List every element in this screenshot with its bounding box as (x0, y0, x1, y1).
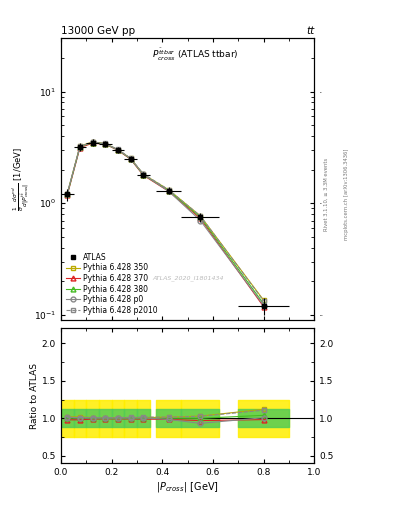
Text: $P^{\bar{t}tbar}_{cross}$ (ATLAS ttbar): $P^{\bar{t}tbar}_{cross}$ (ATLAS ttbar) (152, 47, 239, 63)
Pythia 6.428 380 (103, 141, 108, 147)
Pythia 6.428 350 (166, 187, 171, 193)
Pythia 6.428 p0 (116, 147, 120, 153)
Pythia 6.428 370 (65, 192, 70, 198)
Pythia 6.428 380 (116, 147, 120, 153)
Pythia 6.428 p0 (128, 156, 133, 162)
Pythia 6.428 p0 (198, 218, 203, 224)
Y-axis label: Ratio to ATLAS: Ratio to ATLAS (30, 363, 39, 429)
Pythia 6.428 350 (116, 146, 120, 153)
Pythia 6.428 p2010 (261, 298, 266, 304)
Pythia 6.428 p0 (141, 172, 146, 178)
Legend: ATLAS, Pythia 6.428 350, Pythia 6.428 370, Pythia 6.428 380, Pythia 6.428 p0, Py: ATLAS, Pythia 6.428 350, Pythia 6.428 37… (65, 251, 159, 316)
Pythia 6.428 370 (261, 304, 266, 310)
Pythia 6.428 370 (166, 188, 171, 195)
Pythia 6.428 p2010 (65, 191, 70, 197)
Pythia 6.428 370 (116, 147, 120, 154)
Pythia 6.428 350 (128, 155, 133, 161)
Line: Pythia 6.428 350: Pythia 6.428 350 (65, 139, 266, 303)
Pythia 6.428 380 (198, 214, 203, 220)
Line: Pythia 6.428 380: Pythia 6.428 380 (65, 140, 266, 306)
Pythia 6.428 350 (141, 171, 146, 177)
Line: Pythia 6.428 370: Pythia 6.428 370 (65, 141, 266, 309)
Pythia 6.428 p2010 (77, 143, 82, 150)
Pythia 6.428 p0 (261, 303, 266, 309)
Pythia 6.428 350 (65, 190, 70, 197)
Pythia 6.428 370 (128, 156, 133, 162)
Pythia 6.428 370 (77, 144, 82, 151)
Text: tt: tt (306, 26, 314, 36)
Pythia 6.428 350 (90, 139, 95, 145)
Line: Pythia 6.428 p0: Pythia 6.428 p0 (65, 140, 266, 308)
Pythia 6.428 p0 (90, 139, 95, 145)
Pythia 6.428 p0 (65, 190, 70, 197)
Pythia 6.428 p0 (77, 143, 82, 150)
Text: 13000 GeV pp: 13000 GeV pp (61, 26, 135, 36)
Pythia 6.428 350 (77, 143, 82, 149)
Pythia 6.428 p2010 (103, 140, 108, 146)
Pythia 6.428 p2010 (116, 146, 120, 153)
Pythia 6.428 370 (198, 216, 203, 222)
Pythia 6.428 p2010 (90, 139, 95, 145)
Pythia 6.428 p2010 (198, 213, 203, 219)
Pythia 6.428 p0 (103, 141, 108, 147)
Pythia 6.428 p2010 (128, 155, 133, 161)
Pythia 6.428 350 (198, 213, 203, 219)
X-axis label: $|P_{cross}|$ [GeV]: $|P_{cross}|$ [GeV] (156, 480, 219, 494)
Pythia 6.428 370 (90, 140, 95, 146)
Pythia 6.428 380 (65, 191, 70, 198)
Text: mcplots.cern.ch [arXiv:1306.3436]: mcplots.cern.ch [arXiv:1306.3436] (344, 149, 349, 240)
Pythia 6.428 350 (261, 297, 266, 303)
Pythia 6.428 380 (141, 172, 146, 178)
Pythia 6.428 380 (128, 156, 133, 162)
Text: Rivet 3.1.10, ≥ 3.3M events: Rivet 3.1.10, ≥ 3.3M events (324, 158, 329, 231)
Pythia 6.428 380 (261, 301, 266, 307)
Pythia 6.428 p2010 (141, 171, 146, 177)
Pythia 6.428 380 (166, 187, 171, 194)
Line: Pythia 6.428 p2010: Pythia 6.428 p2010 (65, 140, 266, 304)
Text: ATLAS_2020_I1801434: ATLAS_2020_I1801434 (152, 275, 223, 281)
Pythia 6.428 370 (103, 141, 108, 147)
Pythia 6.428 p2010 (166, 187, 171, 193)
Pythia 6.428 380 (77, 144, 82, 150)
Y-axis label: $\frac{1}{\sigma}\frac{d\sigma^{nd}}{d|P^{t\bar{t}}_{cross}|}$ [1/GeV]: $\frac{1}{\sigma}\frac{d\sigma^{nd}}{d|P… (10, 147, 31, 211)
Pythia 6.428 380 (90, 139, 95, 145)
Pythia 6.428 350 (103, 141, 108, 147)
Pythia 6.428 370 (141, 172, 146, 178)
Pythia 6.428 p0 (166, 188, 171, 195)
